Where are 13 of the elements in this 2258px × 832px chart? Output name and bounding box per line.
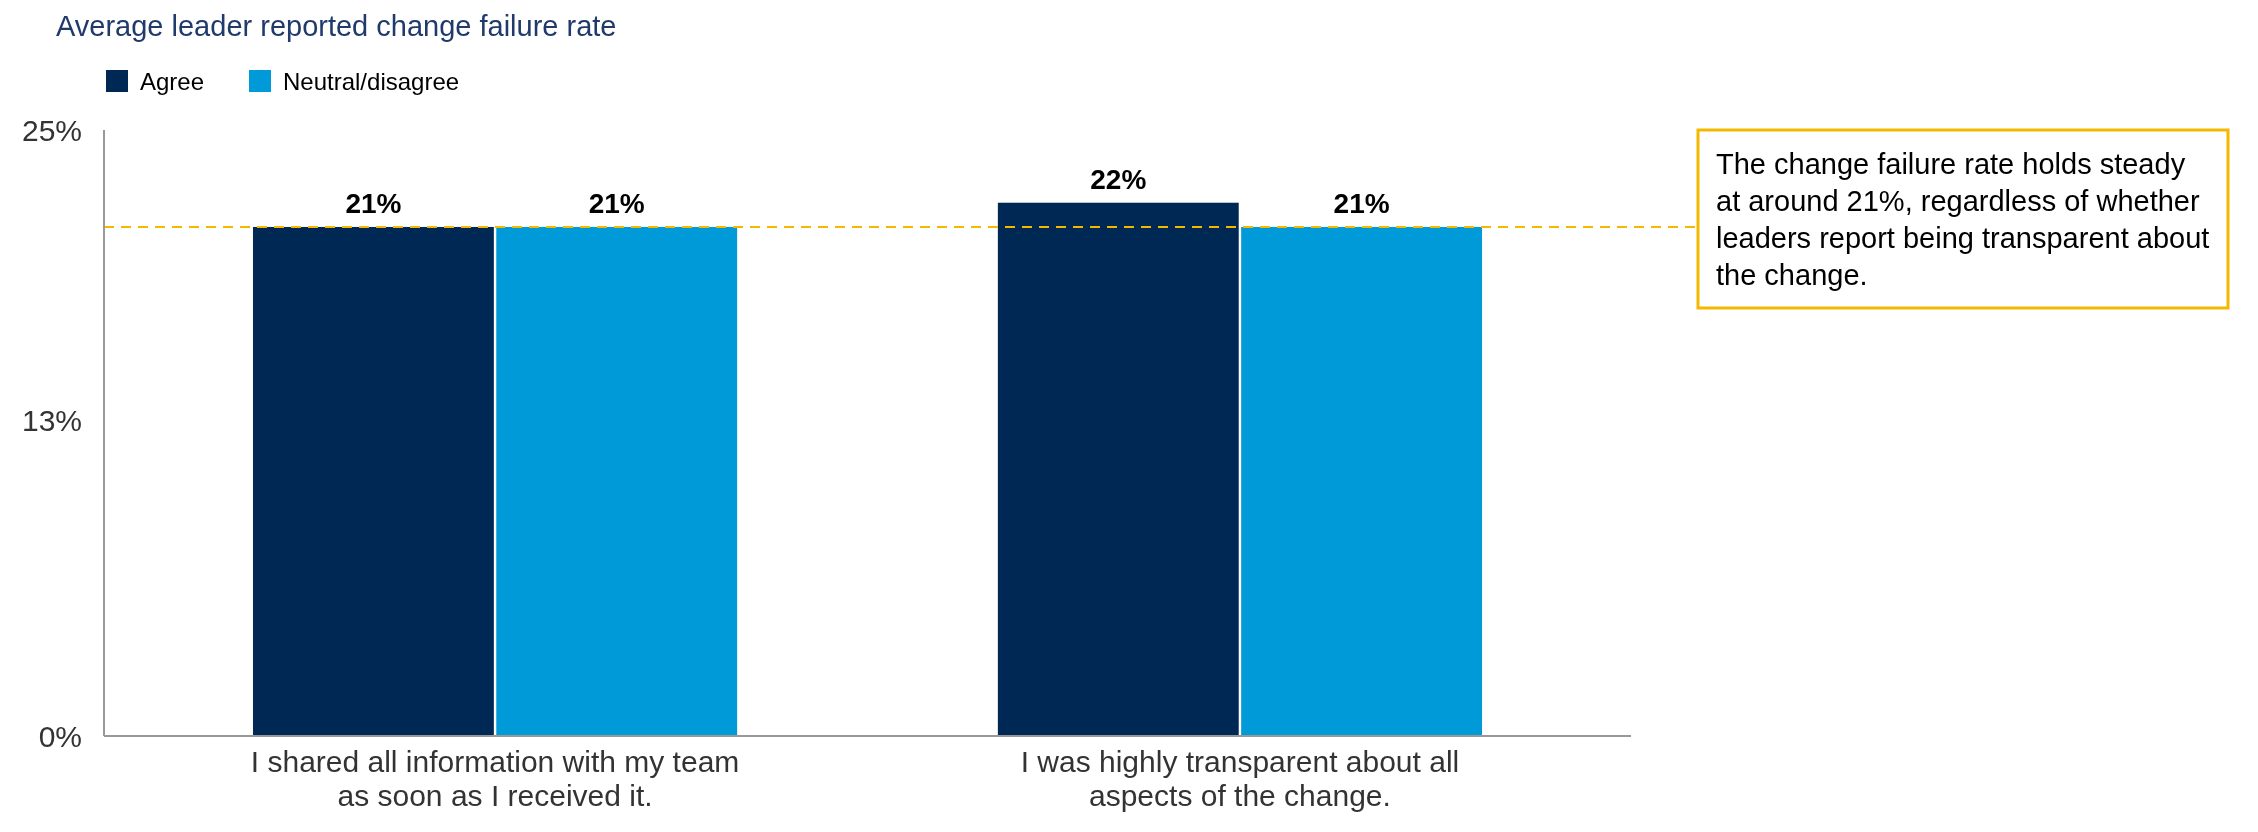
y-tick-label: 25% [21,113,82,147]
data-label: 21% [588,187,645,219]
data-label: 22% [1090,163,1147,195]
data-label: 21% [345,187,402,219]
x-tick-label: I shared all information with my team as soon as I received it. [250,745,740,812]
y-tick-label: 0% [38,719,82,753]
legend-label: Neutral/disagree [283,68,460,95]
legend-label: Agree [140,68,205,95]
chart-title: Average leader reported change failure rate [56,10,617,42]
x-tick-label: I was highly transparent about all aspects of the change. [1020,745,1460,812]
data-label: 21% [1333,187,1390,219]
y-tick-label: 13% [21,404,82,438]
text: The change failure rate holds steady at around 21%, regardless of whether leaders report being transparent about the change. [1716,148,2210,291]
